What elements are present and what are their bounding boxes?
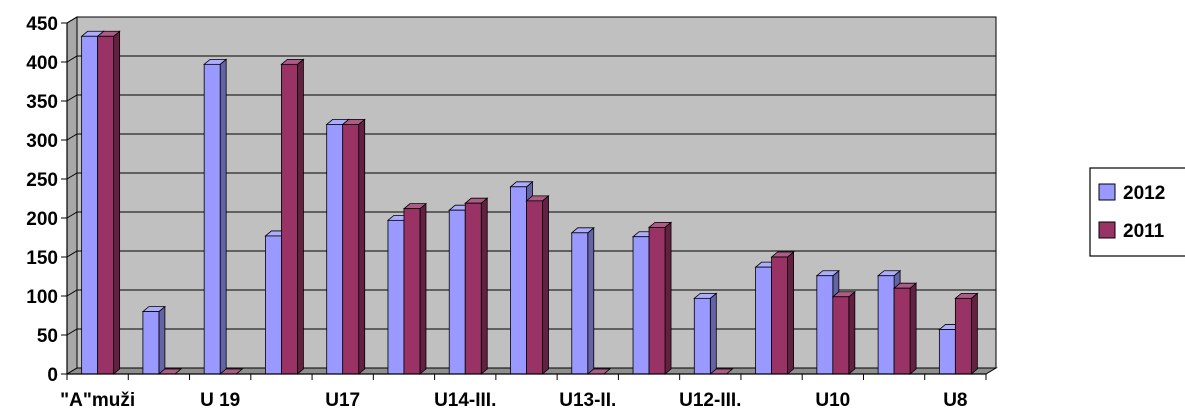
gridline	[66, 328, 996, 336]
x-tick-label: U17	[325, 390, 360, 411]
bar-front	[693, 297, 711, 375]
bar-side	[358, 118, 366, 375]
bar-front	[893, 287, 911, 375]
y-tick-label: 450	[26, 14, 58, 35]
bar-front	[342, 124, 360, 375]
bar-front	[755, 266, 772, 375]
bar-side	[709, 292, 717, 375]
bar-2011-3	[280, 58, 305, 375]
gridline	[66, 16, 996, 24]
y-tick-label: 350	[26, 92, 58, 113]
bar-2011-4	[341, 118, 366, 375]
bar-front	[510, 186, 527, 375]
plot-side-wall	[66, 16, 78, 375]
bar-side	[664, 221, 672, 375]
bar-side	[542, 194, 549, 375]
legend-label-2011: 2011	[1123, 221, 1165, 242]
x-tick-label: U8	[943, 390, 967, 411]
bar-front	[816, 275, 834, 375]
bar-front	[464, 202, 482, 375]
legend-label-2012: 2012	[1123, 183, 1165, 204]
bar-side	[480, 197, 488, 375]
gridline	[66, 55, 996, 63]
bar-front	[142, 311, 160, 375]
bar-front	[326, 124, 344, 375]
x-tick-label: "A"muži	[60, 390, 135, 411]
bar-2012-2	[203, 58, 228, 375]
legend: 2012 2011	[1089, 167, 1185, 257]
y-tick-label: 300	[26, 131, 58, 152]
bar-front	[938, 329, 956, 375]
y-tick-label: 50	[37, 326, 58, 347]
x-tick-label: U 19	[200, 390, 240, 411]
gridline	[66, 211, 996, 219]
y-tick-label: 0	[47, 365, 58, 386]
gridline	[66, 133, 996, 141]
gridline	[66, 94, 996, 102]
bar-2011-13	[892, 282, 918, 375]
gridline	[66, 250, 996, 258]
bar-2012-1	[141, 305, 167, 375]
legend-swatch-2012	[1098, 183, 1116, 201]
x-tick-label: U14-III.	[434, 390, 496, 411]
bars	[80, 30, 979, 375]
bar-side	[787, 251, 794, 375]
bar-side	[158, 305, 166, 375]
y-tick-label: 250	[26, 170, 58, 191]
bar-2011-0	[96, 30, 121, 375]
x-tick-label: U10	[815, 390, 850, 411]
y-tick-label: 200	[26, 209, 58, 230]
bar-side	[219, 58, 227, 375]
legend-swatch-2011	[1098, 221, 1116, 239]
bar-front	[954, 297, 972, 375]
y-tick-label: 150	[26, 248, 58, 269]
bar-side	[587, 226, 595, 375]
bar-2011-14	[954, 292, 979, 375]
x-tick-label: U12-III.	[679, 390, 741, 411]
gridline	[66, 172, 996, 180]
bar-side	[909, 282, 917, 375]
bar-2011-12	[831, 290, 856, 375]
bar-front	[877, 275, 895, 375]
bar-front	[387, 219, 405, 375]
bar-front	[403, 208, 421, 375]
x-tick-label: U13-II.	[559, 390, 616, 411]
bar-side	[113, 30, 121, 375]
bar-front	[632, 236, 650, 375]
bar-front	[448, 209, 466, 375]
bar-2012-8	[570, 226, 595, 375]
bar-2011-5	[402, 202, 428, 375]
bar-2011-11	[770, 251, 795, 375]
bar-side	[419, 202, 427, 375]
bar-2011-9	[647, 221, 673, 375]
y-tick-label: 100	[26, 287, 58, 308]
bar-front	[832, 296, 850, 375]
gridline	[66, 289, 996, 297]
bar-front	[81, 35, 99, 375]
bar-front	[526, 200, 543, 375]
bar-side	[970, 292, 978, 375]
bar-front	[648, 226, 666, 375]
bar-front	[203, 63, 221, 375]
bar-front	[281, 63, 298, 375]
bar-2011-7	[525, 194, 550, 375]
bar-side	[848, 290, 856, 375]
legend-box	[1089, 167, 1185, 257]
bar-front	[265, 235, 282, 375]
bar-front	[771, 256, 788, 375]
bar-front	[571, 232, 589, 375]
bar-2011-6	[464, 197, 489, 375]
axes: 0 50 100 150 200 250 300 350 400 450 "A"muži U 19 U1…	[26, 14, 987, 411]
bar-front	[97, 35, 115, 375]
bar-side	[297, 58, 304, 375]
y-tick-label: 400	[26, 53, 58, 74]
bar-2012-10	[693, 292, 718, 375]
